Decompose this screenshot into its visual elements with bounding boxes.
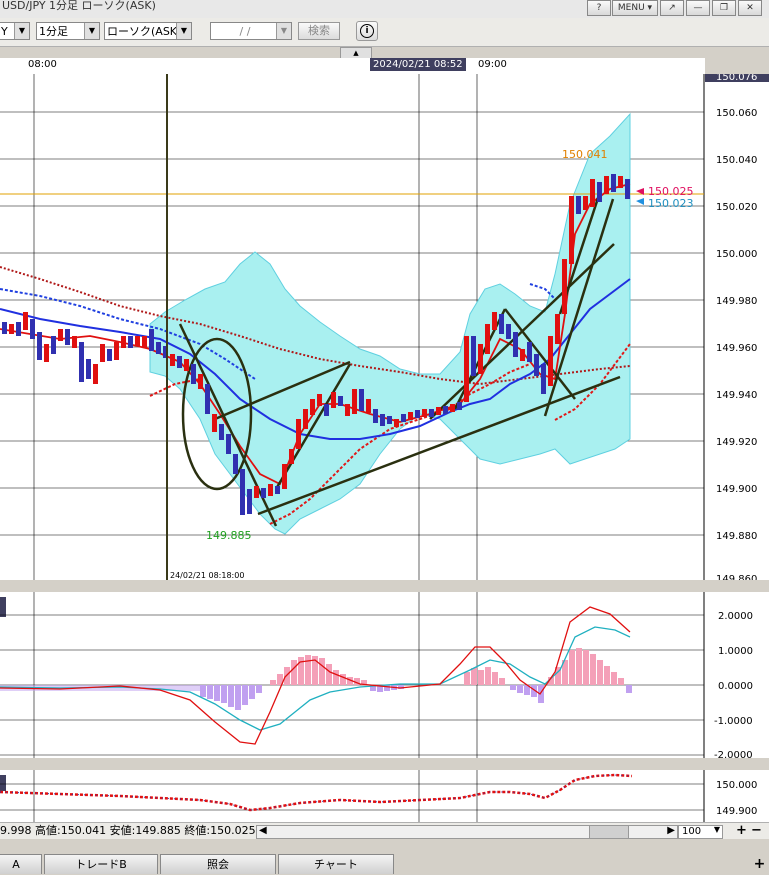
panel-handle bbox=[0, 775, 6, 791]
status-bar: 9.998 高値:150.041 安値:149.885 終値:150.025 ◀… bbox=[0, 822, 769, 839]
date-placeholder: / / bbox=[239, 25, 251, 38]
search-button[interactable]: 検索 bbox=[298, 22, 340, 40]
ohlc-readout: 9.998 高値:150.041 安値:149.885 終値:150.025 bbox=[0, 824, 256, 837]
cursor-time-label: 2024/02/21 08:52 bbox=[370, 58, 466, 71]
scroll-left-icon[interactable]: ◀ bbox=[259, 825, 267, 836]
price-label: 150.040 bbox=[716, 155, 757, 166]
bid-marker-icon bbox=[636, 198, 644, 205]
date-input[interactable]: / / ▼ bbox=[210, 22, 292, 40]
moving-average-long bbox=[0, 266, 631, 386]
tab-inquiry[interactable]: 照会 bbox=[160, 854, 276, 874]
menu-button[interactable]: MENU ▾ bbox=[612, 0, 658, 16]
scroll-right-icon[interactable]: ▶ bbox=[667, 825, 675, 836]
mini-price-panel: 150.000 149.900 bbox=[0, 770, 769, 822]
annotation-ellipse bbox=[181, 337, 253, 491]
chart-type-value: ローソク(ASK) bbox=[107, 25, 182, 38]
zoom-out-icon[interactable]: − bbox=[751, 823, 762, 838]
panel-handle bbox=[0, 597, 6, 617]
price-label: 149.880 bbox=[716, 531, 757, 542]
last-bid-label: 150.023 bbox=[648, 197, 694, 210]
close-button[interactable]: ✕ bbox=[738, 0, 762, 16]
candles bbox=[2, 174, 630, 515]
minimize-button[interactable]: — bbox=[686, 0, 710, 16]
macd-label: 1.0000 bbox=[718, 646, 753, 657]
info-button[interactable]: i bbox=[356, 21, 378, 41]
time-label: 09:00 bbox=[478, 59, 507, 70]
mini-label: 149.900 bbox=[716, 806, 757, 817]
horizontal-scrollbar[interactable]: ◀ ▶ bbox=[256, 825, 678, 839]
macd-signal-line bbox=[0, 626, 631, 731]
low-label: 149.885 bbox=[206, 529, 252, 542]
time-axis: 08:00 2024/02/21 08:52 09:00 bbox=[0, 58, 705, 75]
chart-area[interactable]: 150.041 149.885 24/02/21 08:18:00 150.02… bbox=[0, 74, 769, 822]
price-label: 150.060 bbox=[716, 108, 757, 119]
moving-average-dotted-blue bbox=[0, 283, 556, 380]
macd-histogram bbox=[0, 648, 632, 710]
tab-trade-b[interactable]: トレードB bbox=[44, 854, 158, 874]
bollinger-band bbox=[149, 112, 631, 535]
price-label: 149.900 bbox=[716, 484, 757, 495]
price-label: 150.076 bbox=[716, 74, 757, 83]
chevron-down-icon: ▼ bbox=[14, 23, 29, 39]
zoom-select[interactable]: 100 ▼ bbox=[678, 825, 723, 839]
scrollbar-thumb[interactable] bbox=[589, 826, 629, 838]
zoom-in-icon[interactable]: + bbox=[736, 823, 747, 838]
chart-type-select[interactable]: ローソク(ASK) ▼ bbox=[104, 22, 192, 40]
window-titlebar: USD/JPY 1分足 ローソク(ASK) ? MENU ▾ ↗ — ❐ ✕ bbox=[0, 0, 769, 19]
timeframe-select[interactable]: 1分足 ▼ bbox=[36, 22, 100, 40]
help-button[interactable]: ? bbox=[587, 0, 611, 16]
chevron-down-icon: ▼ bbox=[713, 825, 720, 834]
price-axis-labels: 150.076 150.060 150.040 150.020 150.000 … bbox=[705, 74, 769, 585]
info-icon: i bbox=[360, 24, 374, 38]
window-title: USD/JPY 1分足 ローソク(ASK) bbox=[2, 0, 156, 12]
price-label: 149.860 bbox=[716, 574, 757, 585]
tab-a[interactable]: A bbox=[0, 854, 42, 874]
symbol-select[interactable]: Y ▼ bbox=[0, 22, 30, 40]
macd-panel: 2.0000 1.0000 0.0000 -1.0000 -2.0000 bbox=[0, 592, 769, 761]
time-label: 08:00 bbox=[28, 59, 57, 70]
macd-label: -2.0000 bbox=[714, 750, 753, 761]
price-label: 149.960 bbox=[716, 343, 757, 354]
ask-marker-icon bbox=[636, 188, 644, 195]
mini-price-line-blue bbox=[0, 774, 633, 811]
price-label: 150.020 bbox=[716, 202, 757, 213]
timeframe-value: 1分足 bbox=[39, 25, 68, 38]
cursor-date-label: 24/02/21 08:18:00 bbox=[170, 571, 244, 580]
price-label: 149.980 bbox=[716, 296, 757, 307]
chevron-down-icon: ▼ bbox=[84, 23, 99, 39]
macd-label: 2.0000 bbox=[718, 611, 753, 622]
popout-button[interactable]: ↗ bbox=[660, 0, 684, 16]
price-axis bbox=[704, 74, 769, 580]
macd-label: -1.0000 bbox=[714, 716, 753, 727]
price-label: 150.000 bbox=[716, 249, 757, 260]
chart-toolbar: Y ▼ 1分足 ▼ ローソク(ASK) ▼ / / ▼ 検索 i bbox=[0, 18, 769, 47]
price-label: 149.940 bbox=[716, 390, 757, 401]
macd-line bbox=[0, 606, 631, 745]
restore-button[interactable]: ❐ bbox=[712, 0, 736, 16]
high-label: 150.041 bbox=[562, 148, 608, 161]
bollinger-lower-dotted bbox=[149, 343, 631, 525]
last-ask-label: 150.025 bbox=[648, 185, 694, 198]
chevron-down-icon: ▼ bbox=[176, 23, 191, 39]
tab-chart[interactable]: チャート bbox=[278, 854, 394, 874]
macd-label: 0.0000 bbox=[718, 681, 753, 692]
symbol-value: Y bbox=[1, 25, 8, 38]
add-tab-button[interactable]: + bbox=[753, 856, 766, 872]
price-label: 149.920 bbox=[716, 437, 757, 448]
mini-label: 150.000 bbox=[716, 780, 757, 791]
bottom-tabs: A トレードB 照会 チャート + bbox=[0, 852, 769, 874]
zoom-value: 100 bbox=[682, 826, 702, 837]
chevron-down-icon: ▼ bbox=[276, 23, 291, 39]
